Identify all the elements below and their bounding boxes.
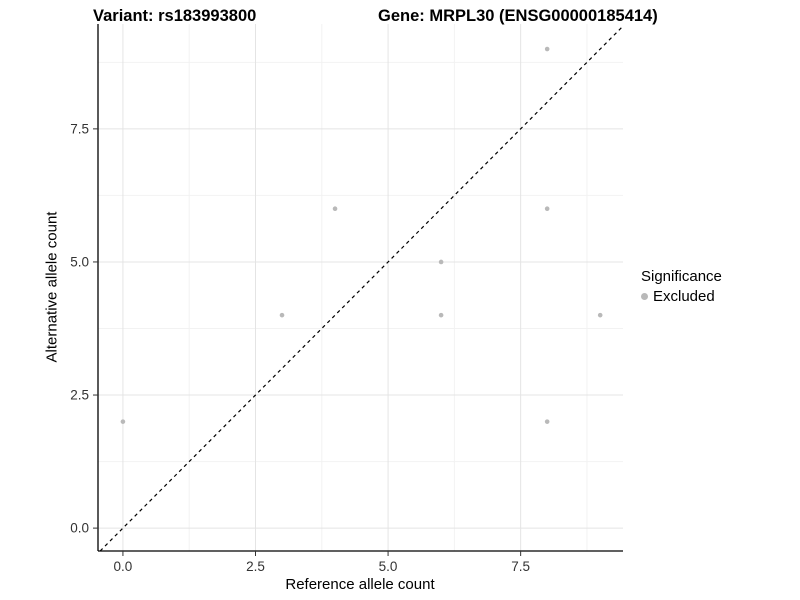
legend-title: Significance (641, 268, 722, 285)
x-tick-label: 7.5 (511, 559, 530, 574)
legend-item-label: Excluded (653, 288, 715, 305)
data-point (544, 206, 550, 212)
data-point (544, 46, 550, 52)
y-tick-label: 0.0 (70, 521, 89, 536)
y-tick-label: 5.0 (70, 254, 89, 269)
data-point (438, 312, 444, 318)
x-tick-label: 5.0 (379, 559, 398, 574)
variant-title: Variant: rs183993800 (93, 7, 257, 25)
data-point (120, 419, 126, 424)
data-point (279, 312, 285, 318)
y-tick-label: 2.5 (70, 388, 89, 403)
identity-line (99, 25, 624, 552)
legend-item-excluded: Excluded (641, 288, 722, 305)
data-point (597, 312, 603, 318)
data-point (438, 259, 444, 265)
y-tick-label: 7.5 (70, 121, 89, 136)
data-point (332, 206, 338, 212)
data-point (544, 419, 550, 424)
legend-point-icon (641, 293, 648, 300)
x-tick-label: 2.5 (246, 559, 265, 574)
x-axis-label: Reference allele count (285, 576, 435, 593)
legend: Significance Excluded (641, 268, 722, 305)
gene-title: Gene: MRPL30 (ENSG00000185414) (378, 7, 658, 25)
y-axis-label: Alternative allele count (43, 211, 61, 363)
x-tick-label: 0.0 (114, 559, 133, 574)
